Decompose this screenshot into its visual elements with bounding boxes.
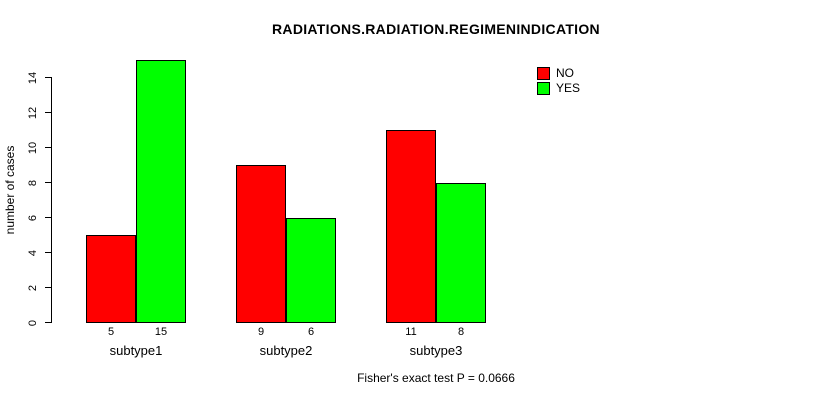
legend-label: YES (556, 81, 581, 95)
y-axis-tick (45, 77, 52, 78)
bar-no-subtype1 (86, 235, 136, 323)
bar-value-label: 5 (107, 326, 115, 338)
bar-yes-subtype3 (436, 182, 486, 323)
y-axis-tick-label: 4 (27, 249, 39, 256)
y-axis-tick-label: 6 (27, 214, 39, 221)
caption-fisher-test: Fisher's exact test P = 0.0666 (357, 371, 515, 385)
legend-label: NO (556, 66, 574, 80)
y-axis-tick (45, 217, 52, 218)
y-axis-tick-label: 2 (27, 284, 39, 291)
bar-value-label: 8 (457, 326, 465, 338)
bar-value-label: 9 (257, 326, 265, 338)
bar-value-label: 6 (307, 326, 315, 338)
y-axis-tick (45, 147, 52, 148)
bar-value-label: 11 (405, 326, 417, 338)
y-axis-tick-label: 0 (27, 319, 39, 326)
y-axis-tick-label: 12 (27, 106, 39, 119)
chart-title: RADIATIONS.RADIATION.REGIMENINDICATION (272, 21, 600, 37)
bar-no-subtype2 (236, 165, 286, 323)
y-axis-tick (45, 112, 52, 113)
y-axis-tick-label: 10 (27, 141, 39, 154)
bar-yes-subtype1 (136, 60, 186, 323)
y-axis-tick (45, 287, 52, 288)
y-axis-tick-label: 8 (27, 179, 39, 186)
y-axis-label: number of cases (3, 145, 17, 235)
legend-swatch-no (537, 67, 550, 80)
x-axis-category-label: subtype1 (109, 343, 163, 358)
y-axis-tick (45, 182, 52, 183)
y-axis-tick (45, 252, 52, 253)
legend-swatch-yes (537, 82, 550, 95)
bar-no-subtype3 (386, 130, 436, 323)
bar-value-label: 15 (154, 326, 168, 338)
bar-yes-subtype2 (286, 217, 336, 323)
x-axis-category-label: subtype2 (259, 343, 313, 358)
y-axis-line (51, 77, 52, 323)
y-axis-tick-label: 14 (27, 71, 39, 84)
x-axis-category-label: subtype3 (409, 343, 463, 358)
y-axis-tick (45, 322, 52, 323)
